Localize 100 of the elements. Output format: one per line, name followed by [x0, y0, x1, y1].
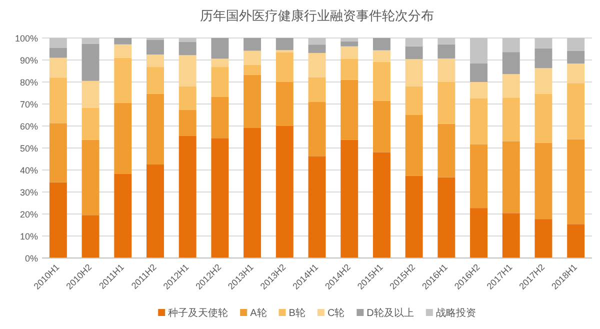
bar	[340, 38, 358, 42]
bar	[146, 54, 164, 68]
bar	[49, 48, 67, 58]
bar	[534, 94, 552, 143]
bar	[340, 80, 358, 140]
bar	[372, 38, 390, 50]
bar	[244, 38, 262, 51]
bar	[567, 83, 585, 140]
y-tick-label: 0%	[24, 254, 38, 264]
bar	[178, 86, 196, 110]
bar	[244, 74, 262, 128]
bar	[178, 55, 196, 86]
bar	[567, 139, 585, 224]
bar	[405, 46, 423, 60]
y-tick-label: 70%	[20, 100, 38, 110]
bar	[114, 58, 132, 103]
bar	[211, 38, 229, 59]
y-tick-label: 30%	[20, 188, 38, 198]
bar	[372, 152, 390, 258]
legend-label: 种子及天使轮	[168, 307, 228, 319]
bar	[114, 44, 132, 58]
bar	[49, 123, 67, 182]
legend-label: A轮	[250, 307, 267, 319]
bar	[372, 62, 390, 101]
bar	[82, 44, 100, 81]
bar	[82, 38, 100, 44]
bar	[470, 208, 488, 258]
bar	[211, 58, 229, 68]
bar	[340, 140, 358, 258]
bar	[438, 124, 456, 178]
bar	[470, 144, 488, 208]
bar	[470, 82, 488, 98]
bar	[438, 38, 456, 44]
bar	[438, 177, 456, 258]
bar	[308, 52, 326, 78]
legend-label: D轮及以上	[366, 307, 414, 319]
bar	[244, 128, 262, 258]
bar	[244, 50, 262, 65]
bar	[567, 50, 585, 64]
bar	[114, 38, 132, 44]
y-tick-label: 10%	[20, 232, 38, 242]
bar	[340, 46, 358, 59]
bar	[146, 40, 164, 54]
bar	[82, 140, 100, 216]
bar	[470, 38, 488, 64]
legend-label: 战略投资	[436, 307, 476, 319]
legend-label: C轮	[327, 307, 345, 319]
bar	[49, 182, 67, 258]
y-tick-label: 50%	[20, 144, 38, 154]
bar	[308, 102, 326, 156]
bar	[372, 50, 390, 62]
bar	[178, 110, 196, 136]
bar	[502, 38, 520, 52]
bar	[438, 44, 456, 58]
bar	[534, 38, 552, 48]
bar	[211, 96, 229, 138]
bar	[82, 215, 100, 258]
legend-label: B轮	[288, 307, 306, 319]
bar	[276, 38, 294, 50]
bar	[114, 102, 132, 174]
bar	[438, 58, 456, 82]
bar	[82, 80, 100, 108]
bar	[49, 58, 67, 78]
bar	[49, 38, 67, 48]
bar	[502, 74, 520, 98]
bar	[211, 138, 229, 258]
bar	[534, 142, 552, 220]
bar	[534, 68, 552, 94]
bar	[502, 213, 520, 258]
bar	[340, 41, 358, 46]
bar	[276, 52, 294, 82]
bar	[178, 136, 196, 258]
bar	[146, 94, 164, 164]
bar	[211, 67, 229, 97]
bar	[567, 64, 585, 84]
bar	[308, 156, 326, 258]
bar	[82, 108, 100, 140]
bar	[340, 58, 358, 80]
bar	[438, 82, 456, 124]
bar	[405, 59, 423, 86]
y-tick-label: 20%	[20, 210, 38, 220]
bar	[308, 38, 326, 45]
bar	[276, 50, 294, 53]
bar	[276, 126, 294, 258]
y-tick-label: 40%	[20, 166, 38, 176]
bar	[470, 98, 488, 144]
y-tick-label: 90%	[20, 56, 38, 66]
bar	[534, 219, 552, 258]
bar	[114, 174, 132, 258]
bar	[405, 86, 423, 115]
bar	[372, 100, 390, 152]
bar	[405, 176, 423, 258]
y-tick-label: 80%	[20, 78, 38, 88]
bar	[405, 115, 423, 176]
bar	[146, 67, 164, 94]
bar	[534, 48, 552, 68]
bar	[178, 38, 196, 42]
bar	[178, 42, 196, 56]
bar	[502, 141, 520, 214]
bar	[244, 64, 262, 75]
